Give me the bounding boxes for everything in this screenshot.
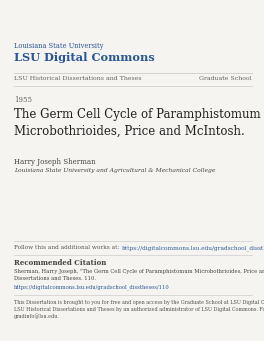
Text: Sherman, Harry Joseph, "The Germ Cell Cycle of Paramphistomum Microbothrioides, : Sherman, Harry Joseph, "The Germ Cell Cy… (14, 269, 264, 281)
Text: Follow this and additional works at:: Follow this and additional works at: (14, 245, 121, 250)
Text: The Germ Cell Cycle of Paramphistomum
Microbothrioides, Price and McIntosh.: The Germ Cell Cycle of Paramphistomum Mi… (14, 108, 261, 137)
Text: Graduate School: Graduate School (199, 76, 252, 81)
Text: This Dissertation is brought to you for free and open access by the Graduate Sch: This Dissertation is brought to you for … (14, 300, 264, 319)
Text: Recommended Citation: Recommended Citation (14, 259, 106, 267)
Text: Louisiana State University: Louisiana State University (14, 42, 103, 50)
Text: LSU Digital Commons: LSU Digital Commons (14, 52, 155, 63)
Text: https://digitalcommons.lsu.edu/gradschool_disstheses/110: https://digitalcommons.lsu.edu/gradschoo… (14, 284, 170, 290)
Text: 1955: 1955 (14, 96, 32, 104)
Text: https://digitalcommons.lsu.edu/gradschool_disstheses: https://digitalcommons.lsu.edu/gradschoo… (122, 245, 264, 251)
Text: Harry Joseph Sherman: Harry Joseph Sherman (14, 158, 96, 166)
Text: LSU Historical Dissertations and Theses: LSU Historical Dissertations and Theses (14, 76, 142, 81)
Text: Louisiana State University and Agricultural & Mechanical College: Louisiana State University and Agricultu… (14, 168, 215, 173)
